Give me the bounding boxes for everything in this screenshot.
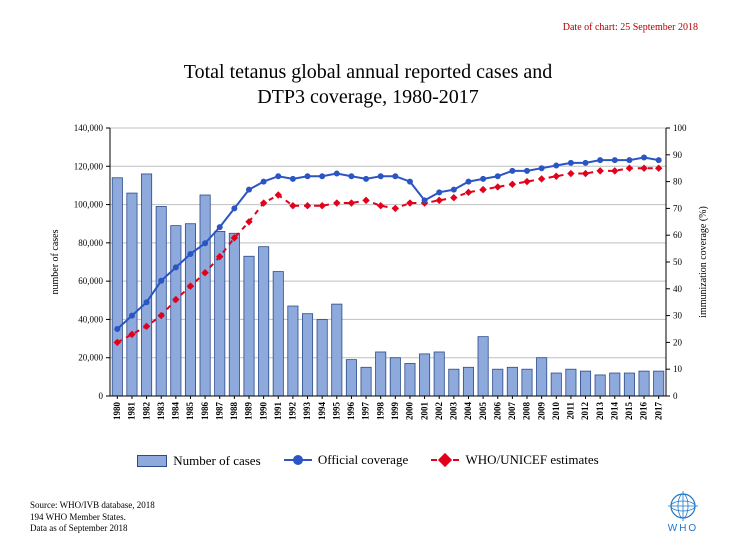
svg-text:immunization coverage (%): immunization coverage (%) <box>698 206 709 318</box>
svg-text:90: 90 <box>673 150 683 160</box>
svg-text:1998: 1998 <box>375 402 385 421</box>
svg-text:2009: 2009 <box>536 402 546 421</box>
chart-title: Total tetanus global annual reported cas… <box>0 60 736 110</box>
svg-text:2014: 2014 <box>609 402 619 421</box>
svg-text:1988: 1988 <box>229 402 239 421</box>
svg-text:2016: 2016 <box>639 402 649 421</box>
svg-text:80: 80 <box>673 177 683 187</box>
svg-text:40: 40 <box>673 284 683 294</box>
svg-text:2001: 2001 <box>419 402 429 421</box>
svg-text:100: 100 <box>673 123 687 133</box>
svg-text:2008: 2008 <box>522 402 532 421</box>
svg-text:40,000: 40,000 <box>78 314 103 324</box>
svg-text:60,000: 60,000 <box>78 276 103 286</box>
svg-text:2007: 2007 <box>507 402 517 421</box>
svg-text:2006: 2006 <box>492 401 502 420</box>
svg-text:1996: 1996 <box>346 402 356 421</box>
svg-text:20,000: 20,000 <box>78 353 103 363</box>
svg-text:1985: 1985 <box>185 402 195 421</box>
chart-legend: Number of cases Official coverage WHO/UN… <box>0 452 736 471</box>
svg-text:2011: 2011 <box>566 402 576 420</box>
combo-chart: 0 20,000 40,000 60,000 80,000 100,000 120,000 1… <box>0 118 736 448</box>
svg-text:1983: 1983 <box>156 402 166 421</box>
svg-text:0: 0 <box>673 391 678 401</box>
svg-text:1994: 1994 <box>317 402 327 421</box>
chart-title-line2: DTP3 coverage, 1980-2017 <box>257 86 479 108</box>
svg-text:120,000: 120,000 <box>74 161 104 171</box>
chart-area: 0 20,000 40,000 60,000 80,000 100,000 120,000 1… <box>0 118 736 448</box>
svg-text:2013: 2013 <box>595 402 605 421</box>
svg-text:2012: 2012 <box>580 402 590 421</box>
svg-text:1991: 1991 <box>273 402 283 421</box>
svg-text:2010: 2010 <box>551 402 561 421</box>
svg-text:10: 10 <box>673 364 683 374</box>
svg-text:2000: 2000 <box>405 402 415 421</box>
legend-label-bars: Number of cases <box>173 453 260 469</box>
legend-label-who: WHO/UNICEF estimates <box>465 452 598 468</box>
svg-text:2003: 2003 <box>449 402 459 421</box>
svg-text:2015: 2015 <box>624 402 634 421</box>
svg-text:0: 0 <box>99 391 104 401</box>
svg-text:60: 60 <box>673 230 683 240</box>
who-logo-icon <box>666 489 700 523</box>
chart-title-line1: Total tetanus global annual reported cas… <box>184 61 552 83</box>
svg-text:1989: 1989 <box>244 402 254 421</box>
svg-text:2017: 2017 <box>653 402 663 421</box>
legend-label-official: Official coverage <box>318 452 408 468</box>
svg-text:70: 70 <box>673 203 683 213</box>
source-line2: 194 WHO Member States. <box>30 512 155 523</box>
svg-text:1993: 1993 <box>302 402 312 421</box>
who-logo-label: WHO <box>666 523 700 534</box>
svg-text:100,000: 100,000 <box>74 200 104 210</box>
chart-date: Date of chart: 25 September 2018 <box>563 22 698 33</box>
chart-source: Source: WHO/IVB database, 2018 194 WHO M… <box>30 500 155 534</box>
svg-text:1992: 1992 <box>288 402 298 421</box>
bar-swatch-icon <box>137 455 167 467</box>
svg-text:20: 20 <box>673 337 683 347</box>
svg-text:1997: 1997 <box>361 402 371 421</box>
svg-text:1990: 1990 <box>258 402 268 421</box>
legend-item-bars: Number of cases <box>137 453 260 469</box>
svg-text:30: 30 <box>673 311 683 321</box>
svg-text:80,000: 80,000 <box>78 238 103 248</box>
svg-text:1984: 1984 <box>171 402 181 421</box>
legend-item-official: Official coverage <box>284 452 408 468</box>
svg-text:50: 50 <box>673 257 683 267</box>
svg-text:1981: 1981 <box>127 402 137 421</box>
svg-text:1986: 1986 <box>200 402 210 421</box>
who-logo: WHO <box>666 489 700 534</box>
legend-item-who: WHO/UNICEF estimates <box>431 452 598 468</box>
line-swatch-official-icon <box>284 453 312 467</box>
svg-text:1995: 1995 <box>331 402 341 421</box>
source-line1: Source: WHO/IVB database, 2018 <box>30 500 155 511</box>
svg-text:1987: 1987 <box>214 402 224 421</box>
svg-text:2004: 2004 <box>463 402 473 421</box>
source-line3: Data as of September 2018 <box>30 523 155 534</box>
svg-text:2005: 2005 <box>478 402 488 421</box>
svg-text:1999: 1999 <box>390 402 400 421</box>
svg-text:1980: 1980 <box>112 402 122 421</box>
svg-text:140,000: 140,000 <box>74 123 104 133</box>
line-swatch-who-icon <box>431 453 459 467</box>
svg-text:2002: 2002 <box>434 402 444 421</box>
svg-text:1982: 1982 <box>141 402 151 421</box>
svg-text:number of cases: number of cases <box>50 229 61 294</box>
